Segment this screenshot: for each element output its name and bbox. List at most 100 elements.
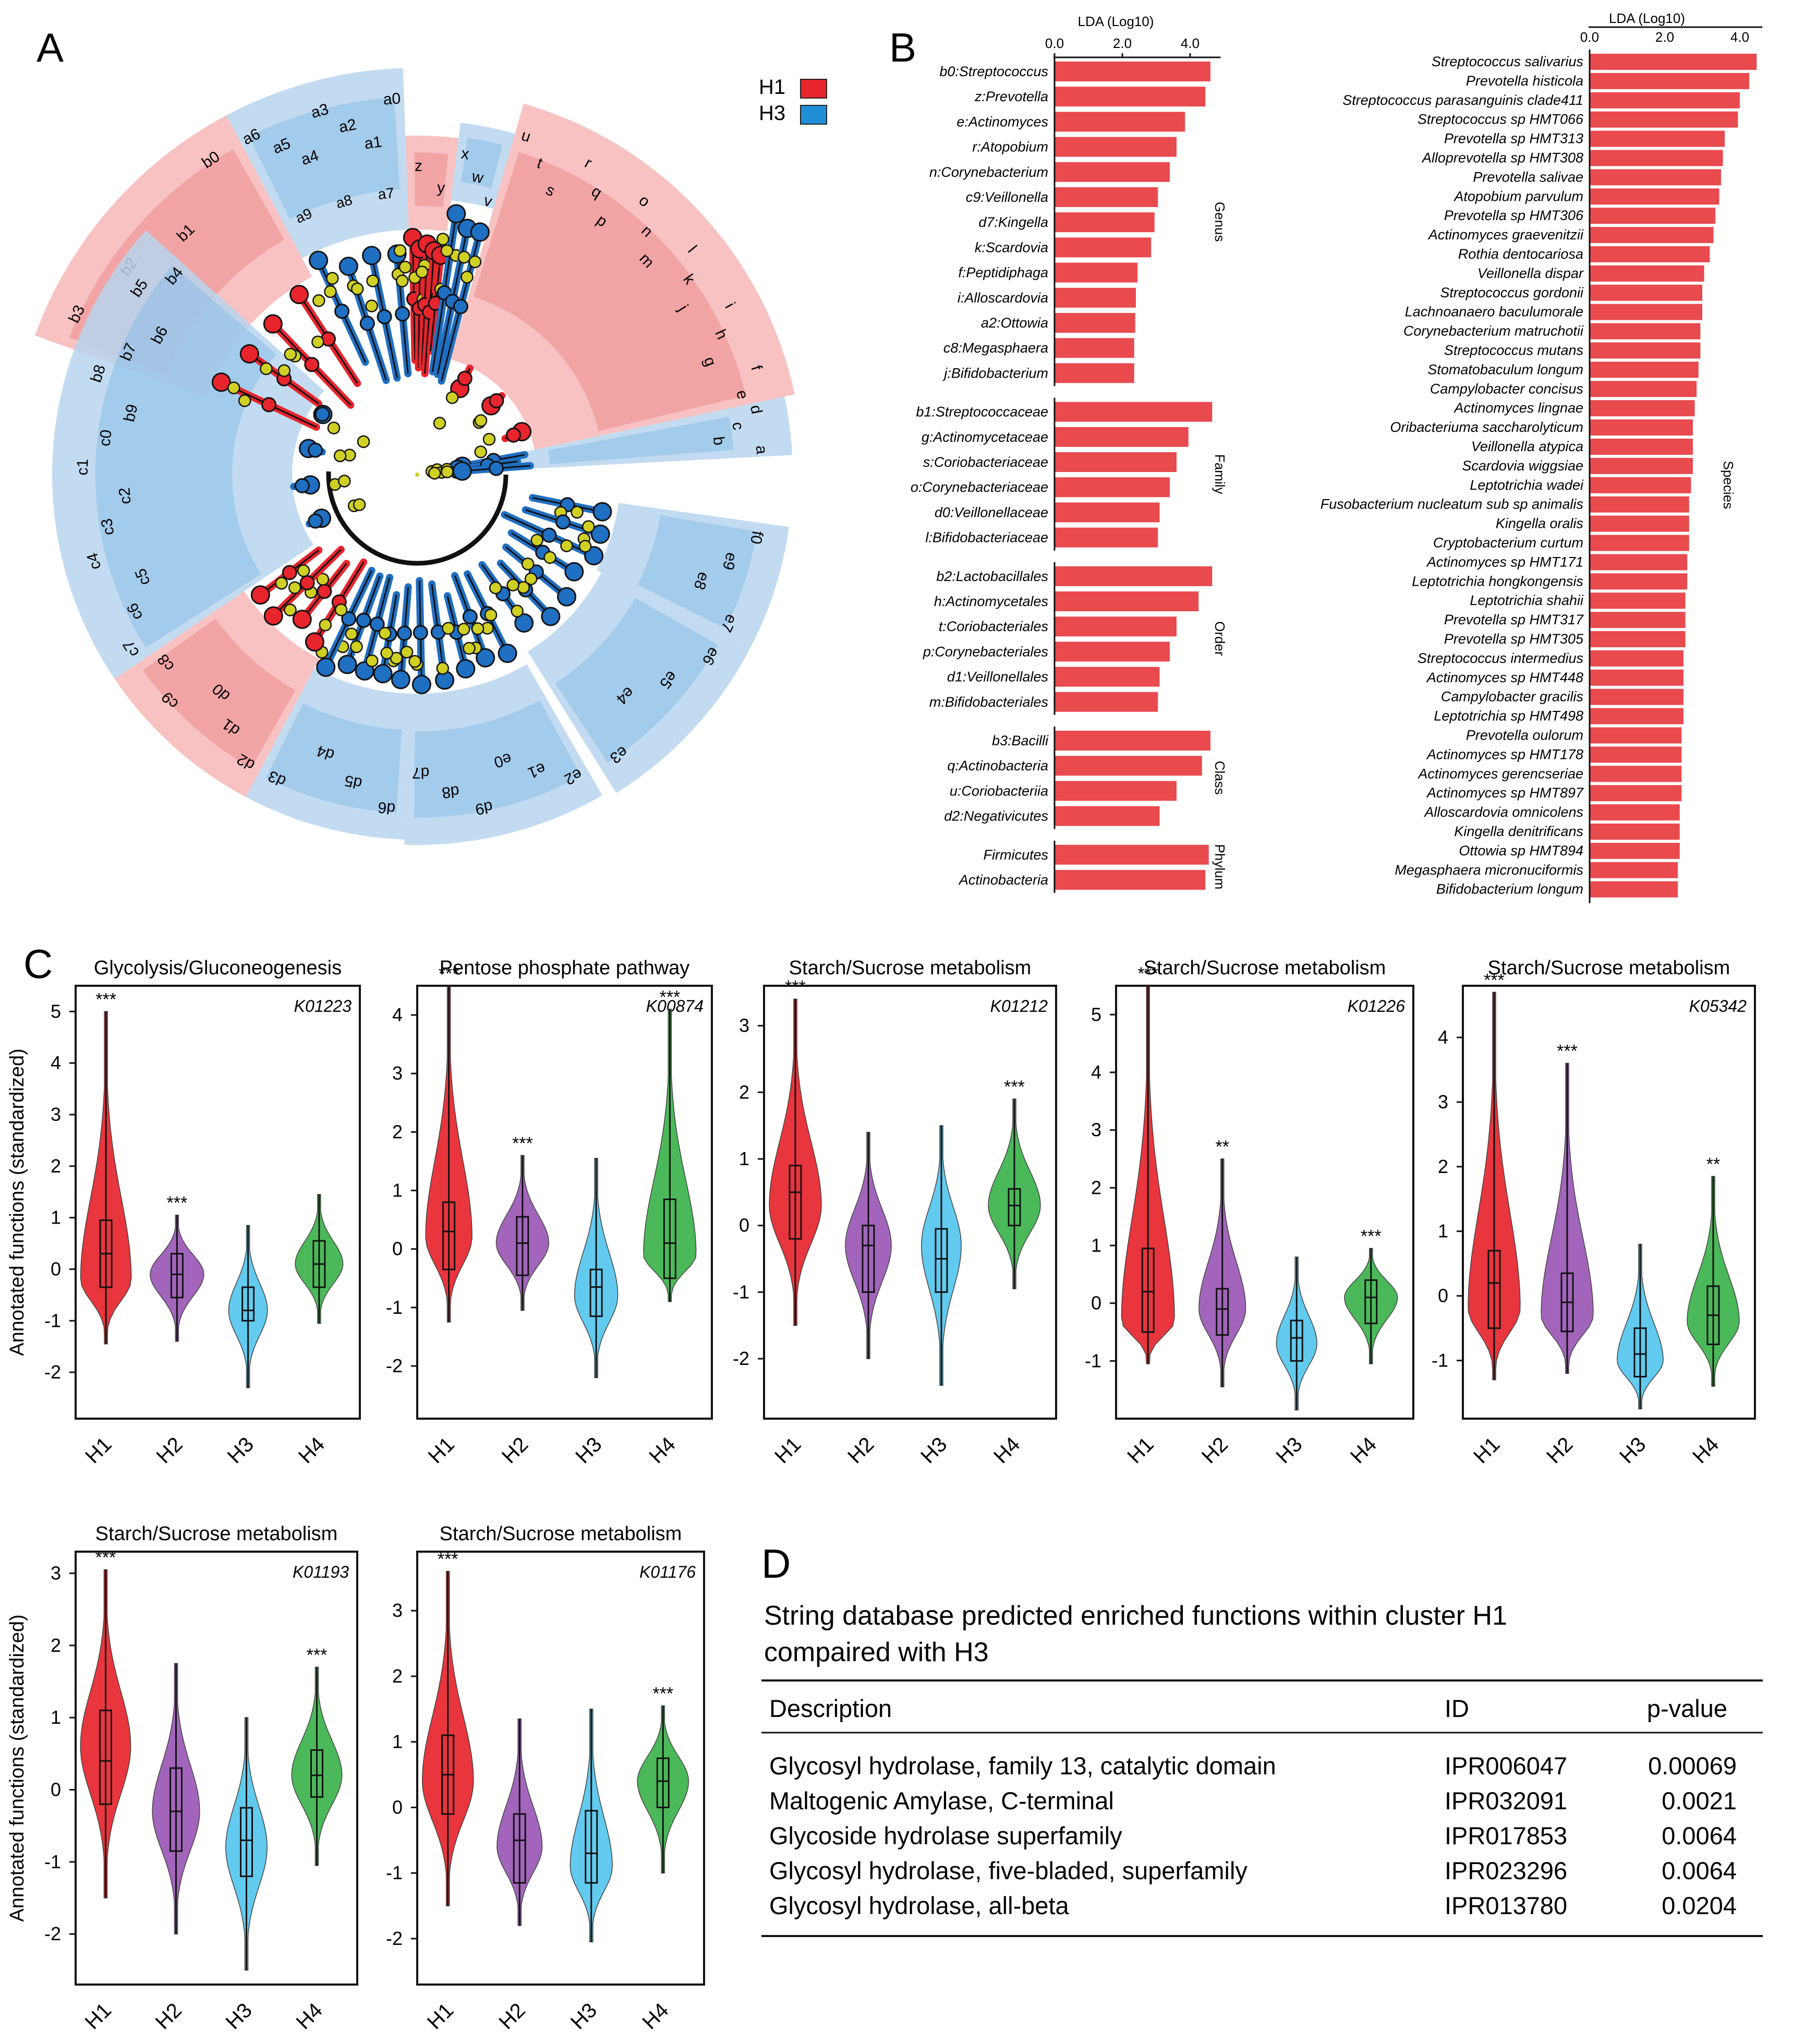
table-cell: 0.00069 [1648,1752,1737,1780]
violin-group-label: H2 [494,1999,529,2034]
violin-y-tick-label: -2 [44,1361,61,1383]
violin-y-tick-label: 2 [392,1121,403,1142]
tree-node [555,514,571,530]
violin-box [442,1201,456,1271]
lda-bar-species [1590,188,1719,205]
tree-leaf [398,260,412,274]
lda-bar-label: p:Corynebacteriales [923,644,1048,659]
lda-bar-label-species: Streptococcus intermedius [1418,650,1583,666]
tree-leaf [380,647,393,660]
tree-node [261,397,277,413]
lda-bar [1055,87,1206,107]
clade-label: d5 [343,771,364,792]
violin-significance: *** [1137,964,1158,984]
tree-leaf [433,417,446,430]
lda-bar-species [1590,842,1680,859]
violin-ko-label: K01193 [293,1563,349,1581]
violin-y-tick-label: 1 [1438,1220,1448,1242]
lda-bar [1055,62,1210,81]
lda-bar-label: c8:Megasphaera [943,340,1048,356]
tree-node [250,585,270,605]
table-header: ID [1445,1695,1469,1722]
lda-bar-label-species: Fusobacterium nucleatum sub sp animalis [1320,497,1583,512]
clade-label: a2 [337,116,358,136]
violin-group-label: H3 [1271,1433,1306,1468]
violin-group-label: H3 [916,1433,951,1468]
tree-leaf [288,581,301,594]
lda-bar [1055,756,1202,776]
legend-swatch-h1 [800,79,827,99]
clade-label: d7 [412,764,430,781]
table-cell: Glycosyl hydrolase, all-beta [769,1892,1070,1919]
lda-bar-species [1590,824,1680,840]
violin-box [656,1757,670,1808]
violin-y-tick-label: 5 [1091,1003,1101,1025]
lda-bar-label-species: Cryptobacterium curtum [1433,535,1583,551]
lda-bar-label: b1:Streptococcaceae [916,404,1048,420]
lda-bar-label-species: Prevotella sp HMT317 [1444,612,1584,627]
violin-box [240,1807,253,1877]
tree-node [411,675,431,695]
violin-group-label: H1 [81,1433,116,1468]
tree-leaf [408,655,421,668]
tree-leaf [277,364,291,377]
lda-bar-species [1590,862,1678,878]
tree-node [541,527,557,543]
violin-y-tick-label: -1 [733,1281,749,1302]
tree-node [584,546,604,565]
violin-y-label: Annotated functions (standardized) [6,1048,28,1356]
violin-box [1141,1248,1155,1333]
tree-leaf [578,540,592,553]
violin-y-tick-label: 0 [1438,1285,1448,1307]
legend-label-h1: H1 [759,76,785,99]
table-header: p-value [1647,1695,1727,1722]
table-title-line1: String database predicted enriched funct… [764,1601,1507,1631]
violin-y-tick-label: -2 [44,1923,61,1944]
lda-bar [1055,313,1135,333]
tree-node [239,344,259,364]
tree-node [338,257,358,276]
lda-bar-species [1590,265,1704,282]
tree-node [289,285,309,305]
tree-leaf [311,335,324,348]
lda-bar-label: o:Corynebacteriaceae [911,479,1048,495]
lda-bar-species [1590,72,1749,89]
tree-leaf [353,498,366,511]
table-cell: 0.0064 [1662,1857,1737,1884]
violin-y-tick-label: 0 [1091,1292,1101,1314]
lda-bar-label-species: Alloscardovia omnicolens [1423,804,1583,820]
panel-label-c: C [23,941,53,987]
lda-bar-label: c9:Veillonella [966,189,1048,205]
lda-bar-label: f:Peptidiphaga [958,265,1048,281]
lda-bar [1055,112,1185,132]
tree-node [305,632,324,652]
tree-node [309,250,329,270]
violin-box [170,1253,184,1299]
violin-significance: *** [660,987,681,1007]
lda-bar-species [1590,746,1682,763]
lda-bar-label: i:Alloscardovia [958,290,1048,306]
lda-bar-label-species: Streptococcus mutans [1444,343,1583,358]
lda-bar-label-species: Oribacteriuma saccharolyticum [1390,419,1583,435]
lda-bar-label: d2:Negativicutes [944,808,1048,824]
lda-bar-label: Firmicutes [983,847,1048,863]
violin-box [1633,1327,1647,1377]
lda-bar [1055,363,1134,383]
lda-bar-label-species: Veillonella dispar [1477,265,1584,281]
table-cell: Glycosyl hydrolase, family 13, catalytic… [769,1752,1276,1780]
tree-leaf [297,564,310,577]
lda-bar-species [1590,631,1686,647]
lda-bar-species [1590,246,1710,262]
tree-node [541,607,561,626]
violin-y-tick-label: 1 [739,1148,749,1169]
lda-bar-species [1590,323,1701,340]
violin-group-label: H2 [1197,1433,1232,1468]
violin-y-tick-label: 0 [392,1796,403,1818]
violin-y-tick-label: 3 [51,1104,61,1125]
clade-label: d6 [377,799,396,817]
tree-leaf [334,603,348,616]
clade-sector-inner [548,417,734,464]
lda-bar-label: m:Bifidobacteriales [929,694,1048,710]
tree-leaf [530,534,543,547]
lda-bar-species [1590,130,1725,147]
